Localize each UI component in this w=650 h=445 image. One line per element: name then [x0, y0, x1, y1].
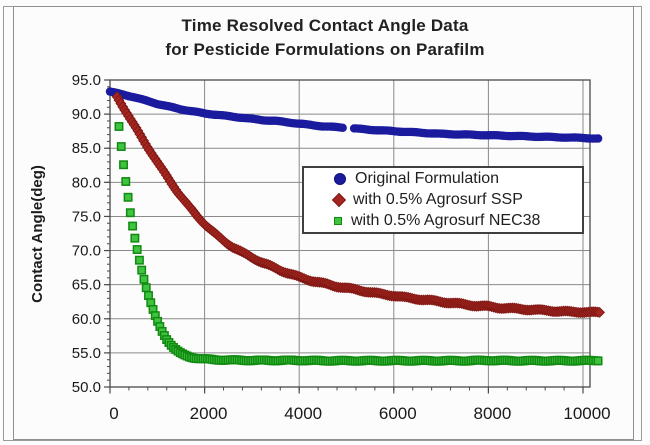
x-tick-label: 2000 — [190, 404, 228, 423]
y-tick-label: 65.0 — [72, 277, 101, 294]
y-tick-label: 70.0 — [72, 243, 101, 260]
y-tick-label: 75.0 — [72, 208, 101, 225]
x-tick-label: 6000 — [379, 404, 417, 423]
x-tick-label: 8000 — [473, 404, 511, 423]
legend-label: with 0.5% Agrosurf NEC38 — [351, 212, 541, 229]
green-square-marker-icon — [334, 217, 342, 225]
y-tick-label: 90.0 — [72, 106, 101, 123]
y-tick-label: 50.0 — [72, 379, 101, 396]
y-tick-label: 55.0 — [72, 345, 101, 362]
x-tick-label: 10000 — [563, 404, 610, 423]
y-tick-label: 95.0 — [72, 72, 101, 89]
legend-item-agrosurf-nec38: with 0.5% Agrosurf NEC38 — [334, 211, 582, 231]
legend-item-agrosurf-ssp: with 0.5% Agrosurf SSP — [331, 190, 582, 210]
chart-subtitle: for Pesticide Formulations on Parafilm — [165, 40, 485, 59]
plot-border — [109, 79, 591, 388]
series-points-2 — [111, 91, 606, 319]
y-tick-label: 85.0 — [72, 140, 101, 157]
x-tick-label: 4000 — [284, 404, 322, 423]
x-tick-label: 0 — [109, 404, 118, 423]
legend-label: with 0.5% Agrosurf SSP — [353, 191, 523, 208]
chart-title: Time Resolved Contact Angle Data — [181, 16, 469, 35]
axis-ticks — [104, 79, 584, 394]
y-tick-label: 80.0 — [72, 174, 101, 191]
y-tick-label: 60.0 — [72, 311, 101, 328]
series-points-1 — [105, 87, 603, 143]
red-diamond-marker-icon — [331, 192, 347, 208]
series-points-3 — [114, 122, 603, 366]
legend-item-original-formulation: Original Formulation — [334, 169, 582, 189]
legend: Original Formulation with 0.5% Agrosurf … — [302, 166, 584, 234]
blue-circle-marker-icon — [334, 173, 346, 185]
legend-label: Original Formulation — [355, 170, 500, 187]
